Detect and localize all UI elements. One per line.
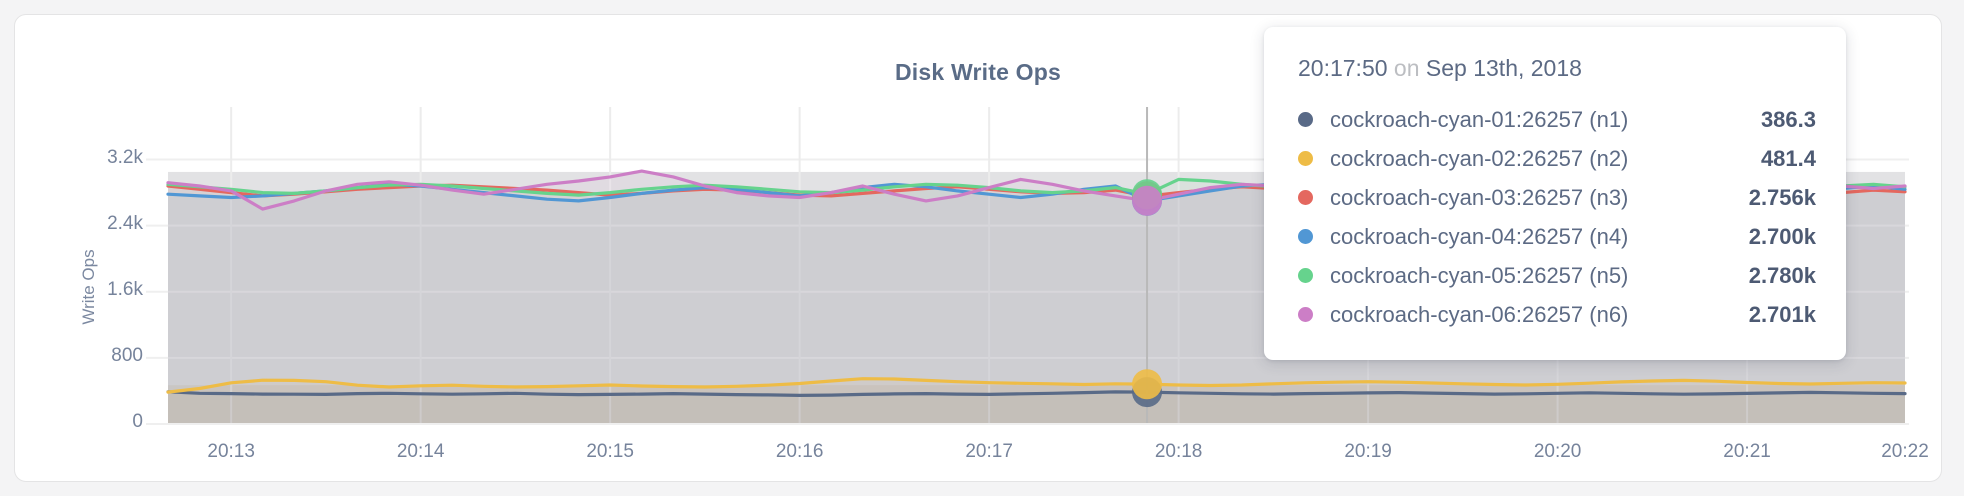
y-axis-tick-label: 3.2k [107, 146, 143, 168]
series-label: cockroach-cyan-06:26257 (n6) [1330, 301, 1629, 327]
series-label: cockroach-cyan-02:26257 (n2) [1330, 145, 1629, 171]
tooltip-series-row: cockroach-cyan-02:26257 (n2) 481.4 [1298, 139, 1816, 178]
x-axis-tick-label: 20:17 [965, 441, 1013, 462]
tooltip-series-row: cockroach-cyan-01:26257 (n1) 386.3 [1298, 100, 1816, 139]
tooltip-date: Sep 13th, 2018 [1425, 55, 1582, 81]
series-color-dot [1298, 112, 1313, 127]
x-axis-tick-label: 20:21 [1723, 441, 1771, 462]
series-label: cockroach-cyan-03:26257 (n3) [1330, 184, 1629, 210]
x-axis-tick-label: 20:19 [1344, 441, 1392, 462]
series-value: 2.701k [1748, 301, 1816, 327]
series-label: cockroach-cyan-01:26257 (n1) [1330, 106, 1629, 132]
series-label: cockroach-cyan-05:26257 (n5) [1330, 262, 1629, 288]
tooltip-series-row: cockroach-cyan-04:26257 (n4) 2.700k [1298, 217, 1816, 256]
series-label: cockroach-cyan-04:26257 (n4) [1330, 223, 1629, 249]
series-color-dot [1298, 190, 1313, 205]
y-axis-tick-label: 0 [132, 411, 143, 432]
series-value: 2.780k [1748, 262, 1816, 288]
tooltip-on-word: on [1393, 55, 1420, 81]
y-axis-tick-label: 1.6k [107, 278, 143, 300]
tooltip-series-list: cockroach-cyan-01:26257 (n1) 386.3 cockroa… [1298, 100, 1816, 334]
x-axis-tick-label: 20:20 [1533, 441, 1582, 462]
series-color-dot [1298, 268, 1313, 283]
series-color-dot [1298, 151, 1313, 166]
series-color-dot [1298, 229, 1313, 244]
x-axis-tick-label: 20:22 [1881, 441, 1929, 462]
x-axis-tick-label: 20:16 [775, 441, 824, 462]
tooltip-header: 20:17:50 on Sep 13th, 2018 [1298, 55, 1816, 82]
disk-write-ops-card: Disk Write Ops Write Ops 0 800 1.6k 2.4k 3.2… [14, 14, 1942, 482]
series-value: 2.756k [1748, 184, 1816, 210]
series-value: 2.700k [1748, 223, 1816, 249]
x-axis-tick-label: 20:14 [396, 441, 445, 462]
series-value: 481.4 [1760, 145, 1816, 171]
series-color-dot [1298, 307, 1313, 322]
chart-title: Disk Write Ops [895, 59, 1061, 85]
series-value: 386.3 [1760, 106, 1816, 132]
y-axis-tick-label: 800 [111, 344, 143, 366]
x-axis-tick-label: 20:13 [207, 441, 255, 462]
x-axis-tick-label: 20:15 [586, 441, 634, 462]
y-axis-tick-label: 2.4k [107, 212, 143, 234]
tooltip-series-row: cockroach-cyan-06:26257 (n6) 2.701k [1298, 295, 1816, 334]
x-axis-tick-label: 20:18 [1154, 441, 1203, 462]
chart-tooltip: 20:17:50 on Sep 13th, 2018 cockroach-cya… [1264, 27, 1846, 360]
tooltip-series-row: cockroach-cyan-05:26257 (n5) 2.780k [1298, 256, 1816, 295]
tooltip-series-row: cockroach-cyan-03:26257 (n3) 2.756k [1298, 178, 1816, 217]
tooltip-time: 20:17:50 [1298, 55, 1388, 81]
